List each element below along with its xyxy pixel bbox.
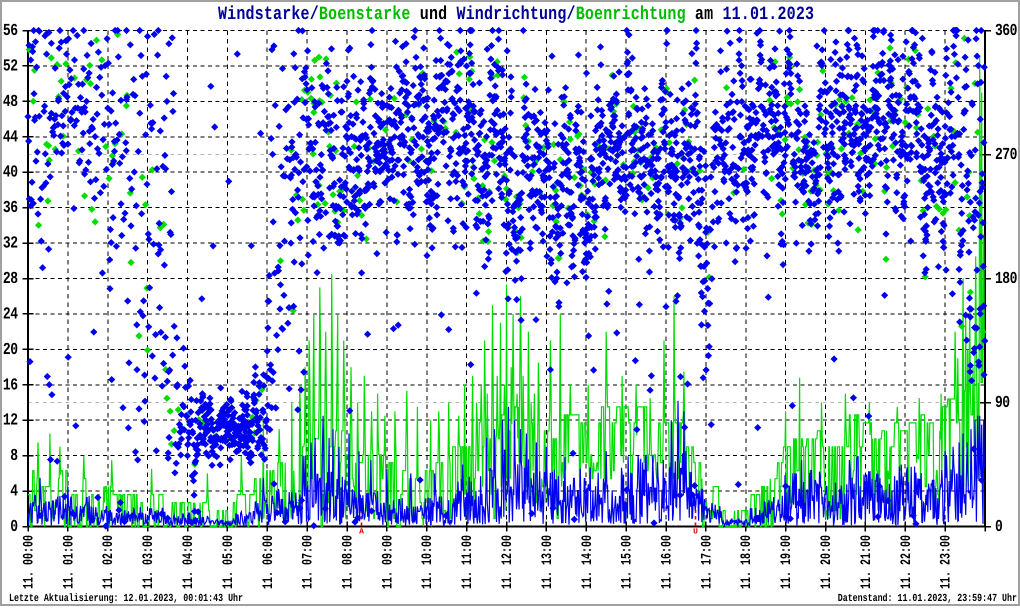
svg-text:11. 09:00: 11. 09:00 — [381, 535, 397, 589]
svg-text:11. 11:00: 11. 11:00 — [461, 535, 477, 589]
svg-text:11. 22:00: 11. 22:00 — [900, 535, 916, 589]
svg-text:0: 0 — [995, 517, 1003, 537]
svg-text:11. 21:00: 11. 21:00 — [860, 535, 876, 589]
svg-text:11. 18:00: 11. 18:00 — [740, 535, 756, 589]
svg-text:11. 05:00: 11. 05:00 — [222, 535, 238, 589]
svg-text:360: 360 — [995, 21, 1018, 41]
svg-text:11. 01:00: 11. 01:00 — [62, 535, 78, 589]
svg-text:11. 15:00: 11. 15:00 — [620, 535, 636, 589]
svg-text:11. 00:00: 11. 00:00 — [22, 535, 38, 589]
svg-text:11. 04:00: 11. 04:00 — [182, 535, 198, 589]
svg-text:11. 02:00: 11. 02:00 — [102, 535, 118, 589]
svg-text:0: 0 — [10, 517, 18, 537]
svg-text:20: 20 — [3, 340, 18, 360]
svg-text:90: 90 — [995, 393, 1010, 413]
svg-text:270: 270 — [995, 145, 1018, 165]
svg-text:11. 06:00: 11. 06:00 — [262, 535, 278, 589]
svg-text:Windstarke/Boenstarke und Wind: Windstarke/Boenstarke und Windrichtung/B… — [218, 4, 814, 25]
svg-text:Letzte Aktualisierung: 12.01.2: Letzte Aktualisierung: 12.01.2023, 00:01… — [9, 592, 243, 605]
svg-text:11. 19:00: 11. 19:00 — [780, 535, 796, 589]
svg-text:28: 28 — [3, 269, 18, 289]
svg-text:11. 14:00: 11. 14:00 — [581, 535, 597, 589]
svg-text:32: 32 — [3, 233, 18, 253]
svg-text:24: 24 — [3, 304, 18, 324]
svg-text:U: U — [693, 528, 698, 537]
svg-text:11. 08:00: 11. 08:00 — [341, 535, 357, 589]
svg-text:52: 52 — [3, 56, 18, 75]
svg-text:11. 07:00: 11. 07:00 — [301, 535, 317, 589]
svg-text:180: 180 — [995, 269, 1018, 289]
svg-text:Datenstand: 11.01.2023, 23:59:: Datenstand: 11.01.2023, 23:59:47 Uhr — [838, 592, 1017, 605]
svg-text:11. 13:00: 11. 13:00 — [541, 535, 557, 589]
svg-text:4: 4 — [10, 481, 18, 501]
svg-text:11. 10:00: 11. 10:00 — [421, 535, 437, 589]
svg-text:48: 48 — [3, 92, 18, 112]
svg-text:11. 20:00: 11. 20:00 — [820, 535, 836, 589]
svg-text:11. 23:00: 11. 23:00 — [939, 535, 955, 589]
svg-text:11. 12:00: 11. 12:00 — [501, 535, 517, 589]
svg-text:11. 03:00: 11. 03:00 — [142, 535, 158, 589]
svg-text:11. 16:00: 11. 16:00 — [660, 535, 676, 589]
svg-text:56: 56 — [3, 21, 18, 41]
svg-text:40: 40 — [3, 162, 18, 182]
svg-text:12: 12 — [3, 410, 18, 430]
svg-text:44: 44 — [3, 127, 18, 147]
svg-text:8: 8 — [10, 446, 18, 466]
svg-text:36: 36 — [3, 198, 18, 218]
svg-text:A: A — [359, 528, 364, 537]
svg-text:16: 16 — [3, 375, 18, 395]
svg-text:11. 17:00: 11. 17:00 — [700, 535, 716, 589]
